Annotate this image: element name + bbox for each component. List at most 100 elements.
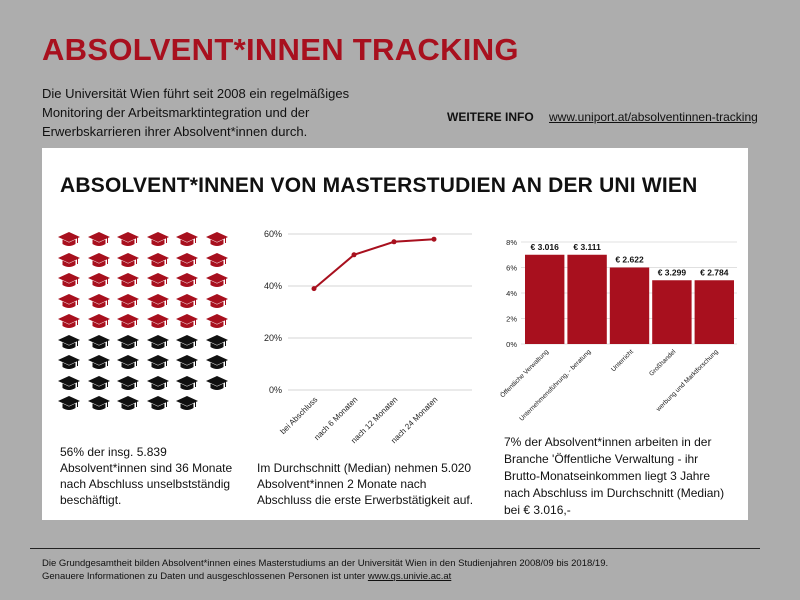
card-title: ABSOLVENT*INNEN VON MASTERSTUDIEN AN DER…: [60, 174, 698, 197]
graduation-cap-icon: [117, 334, 139, 351]
graduation-cap-icon: [58, 375, 80, 392]
graduation-cap-icon: [87, 355, 110, 371]
graduation-cap-icon: [146, 334, 169, 351]
income-bar-chart: 0% 2% 4% 6% 8% € 3.016 Öffentliche Verwaltung €…: [499, 238, 737, 423]
y-tick-label: 4%: [506, 289, 517, 298]
graduation-cap-icon: [117, 375, 139, 392]
stat-first-job-text: Im Durchschnitt (Median) nehmen 5.020 Ab…: [257, 461, 474, 507]
graduation-cap-icon: [58, 273, 80, 289]
graduation-cap-icon: [58, 232, 80, 248]
graduation-cap-icon: [58, 252, 80, 269]
stat-income-text: 7% der Absolvent*innen arbeiten in der B…: [504, 435, 725, 517]
graduation-cap-icon: [176, 314, 198, 330]
graduation-cap-icon: [58, 334, 80, 351]
graduation-cap-icon: [87, 314, 110, 330]
graduation-cap-icon: [117, 273, 139, 289]
more-info-link[interactable]: www.uniport.at/absolventinnen-tracking: [549, 110, 758, 124]
graduation-cap-icon: [87, 273, 110, 289]
data-point: [311, 286, 317, 292]
page-title: ABSOLVENT*INNEN TRACKING: [42, 32, 519, 67]
graduation-cap-icon: [205, 232, 228, 248]
bar-value-label: € 3.111: [573, 242, 601, 252]
stat-unemployed-text: 56% der insg. 5.839 Absolvent*innen sind…: [60, 445, 233, 507]
bar-value-label: € 3.299: [658, 267, 687, 277]
graduation-cap-icon: [176, 293, 198, 310]
graduation-cap-icon: [146, 232, 169, 248]
footer-divider: [30, 548, 760, 549]
graduation-cap-icon: [146, 355, 169, 371]
graduation-cap-icon: [87, 293, 110, 310]
graduation-cap-icon: [205, 293, 228, 310]
graduation-cap-icon: [58, 396, 80, 412]
data-point: [351, 252, 357, 258]
graduation-cap-icon: [87, 232, 110, 248]
graduation-cap-icon: [146, 314, 169, 330]
graduation-cap-icon: [205, 334, 228, 351]
graduation-cap-icon: [176, 334, 198, 351]
y-tick-label: 6%: [506, 264, 517, 273]
x-tick-label: Unternehmensführung, - beratung: [518, 348, 592, 422]
graduation-cap-icon: [176, 355, 198, 371]
y-tick-label: 2%: [506, 315, 517, 324]
y-tick-label: 40%: [264, 281, 282, 291]
graduation-cap-icon: [117, 232, 139, 248]
x-tick-label: bei Abschluss: [278, 395, 319, 436]
x-tick-label: Öffentliche Verwaltung: [499, 347, 551, 399]
y-tick-label: 0%: [269, 385, 282, 395]
footer-link[interactable]: www.qs.univie.ac.at: [367, 571, 452, 582]
bar: [525, 254, 565, 344]
graduation-cap-icon: [58, 314, 80, 330]
y-tick-label: 8%: [506, 238, 517, 247]
graduation-cap-icon: [176, 396, 198, 412]
graduation-cap-icon: [146, 273, 169, 289]
graduation-cap-icon: [205, 355, 228, 371]
graduation-cap-icon: [205, 375, 228, 392]
graduation-cap-icon: [87, 334, 110, 351]
graduation-cap-icon: [176, 252, 198, 269]
intro-text: Die Universität Wien führt seit 2008 ein…: [42, 86, 350, 139]
more-info-label: WEITERE INFO: [447, 110, 534, 124]
graduation-cap-icon: [117, 293, 139, 310]
data-point: [391, 239, 397, 245]
bar: [567, 254, 607, 344]
graduation-cap-icon: [146, 252, 169, 269]
graduation-cap-icon: [117, 314, 139, 330]
footer-line-2: Genauere Informationen zu Daten und ausg…: [42, 570, 608, 583]
bar-value-label: € 2.784: [700, 267, 729, 277]
footer-line-2-text: Genauere Informationen zu Daten und ausg…: [42, 571, 366, 582]
graduation-cap-icon: [117, 355, 139, 371]
series-line: [313, 238, 435, 290]
bar: [652, 280, 692, 344]
graduation-cap-icon: [176, 375, 198, 392]
graduation-cap-grid: [58, 232, 238, 437]
graduation-cap-icon: [205, 314, 228, 330]
footer-line-1: Die Grundgesamtheit bilden Absolvent*inn…: [42, 558, 609, 569]
graduation-cap-icon: [146, 375, 169, 392]
graduation-cap-icon: [176, 273, 198, 289]
bar-value-label: € 2.622: [615, 255, 644, 265]
x-tick-label: Unterricht: [610, 348, 635, 373]
graduation-cap-icon: [176, 232, 198, 248]
graduation-cap-icon: [87, 252, 110, 269]
graduation-cap-icon: [58, 293, 80, 310]
graduation-cap-icon: [117, 396, 139, 412]
bar: [609, 267, 650, 344]
footer: Die Grundgesamtheit bilden Absolvent*inn…: [42, 557, 608, 583]
x-tick-label: Großhandel: [648, 348, 678, 378]
y-tick-label: 0%: [506, 340, 517, 349]
graduation-cap-icon: [205, 252, 228, 269]
graduation-cap-icon: [117, 252, 139, 269]
graduation-cap-icon: [87, 375, 110, 392]
graduation-cap-icon: [146, 396, 169, 412]
more-info: WEITERE INFO www.uniport.at/absolventinn…: [447, 110, 758, 124]
bar-value-label: € 3.016: [531, 242, 560, 252]
graduation-cap-icon: [146, 293, 169, 310]
graduation-cap-icon: [205, 273, 228, 289]
y-tick-label: 60%: [264, 229, 282, 239]
infographic-card: ABSOLVENT*INNEN VON MASTERSTUDIEN AN DER…: [42, 148, 748, 520]
y-tick-label: 20%: [264, 333, 282, 343]
data-point: [431, 236, 437, 242]
graduation-cap-icon: [87, 396, 110, 412]
graduation-cap-icon: [58, 355, 80, 371]
